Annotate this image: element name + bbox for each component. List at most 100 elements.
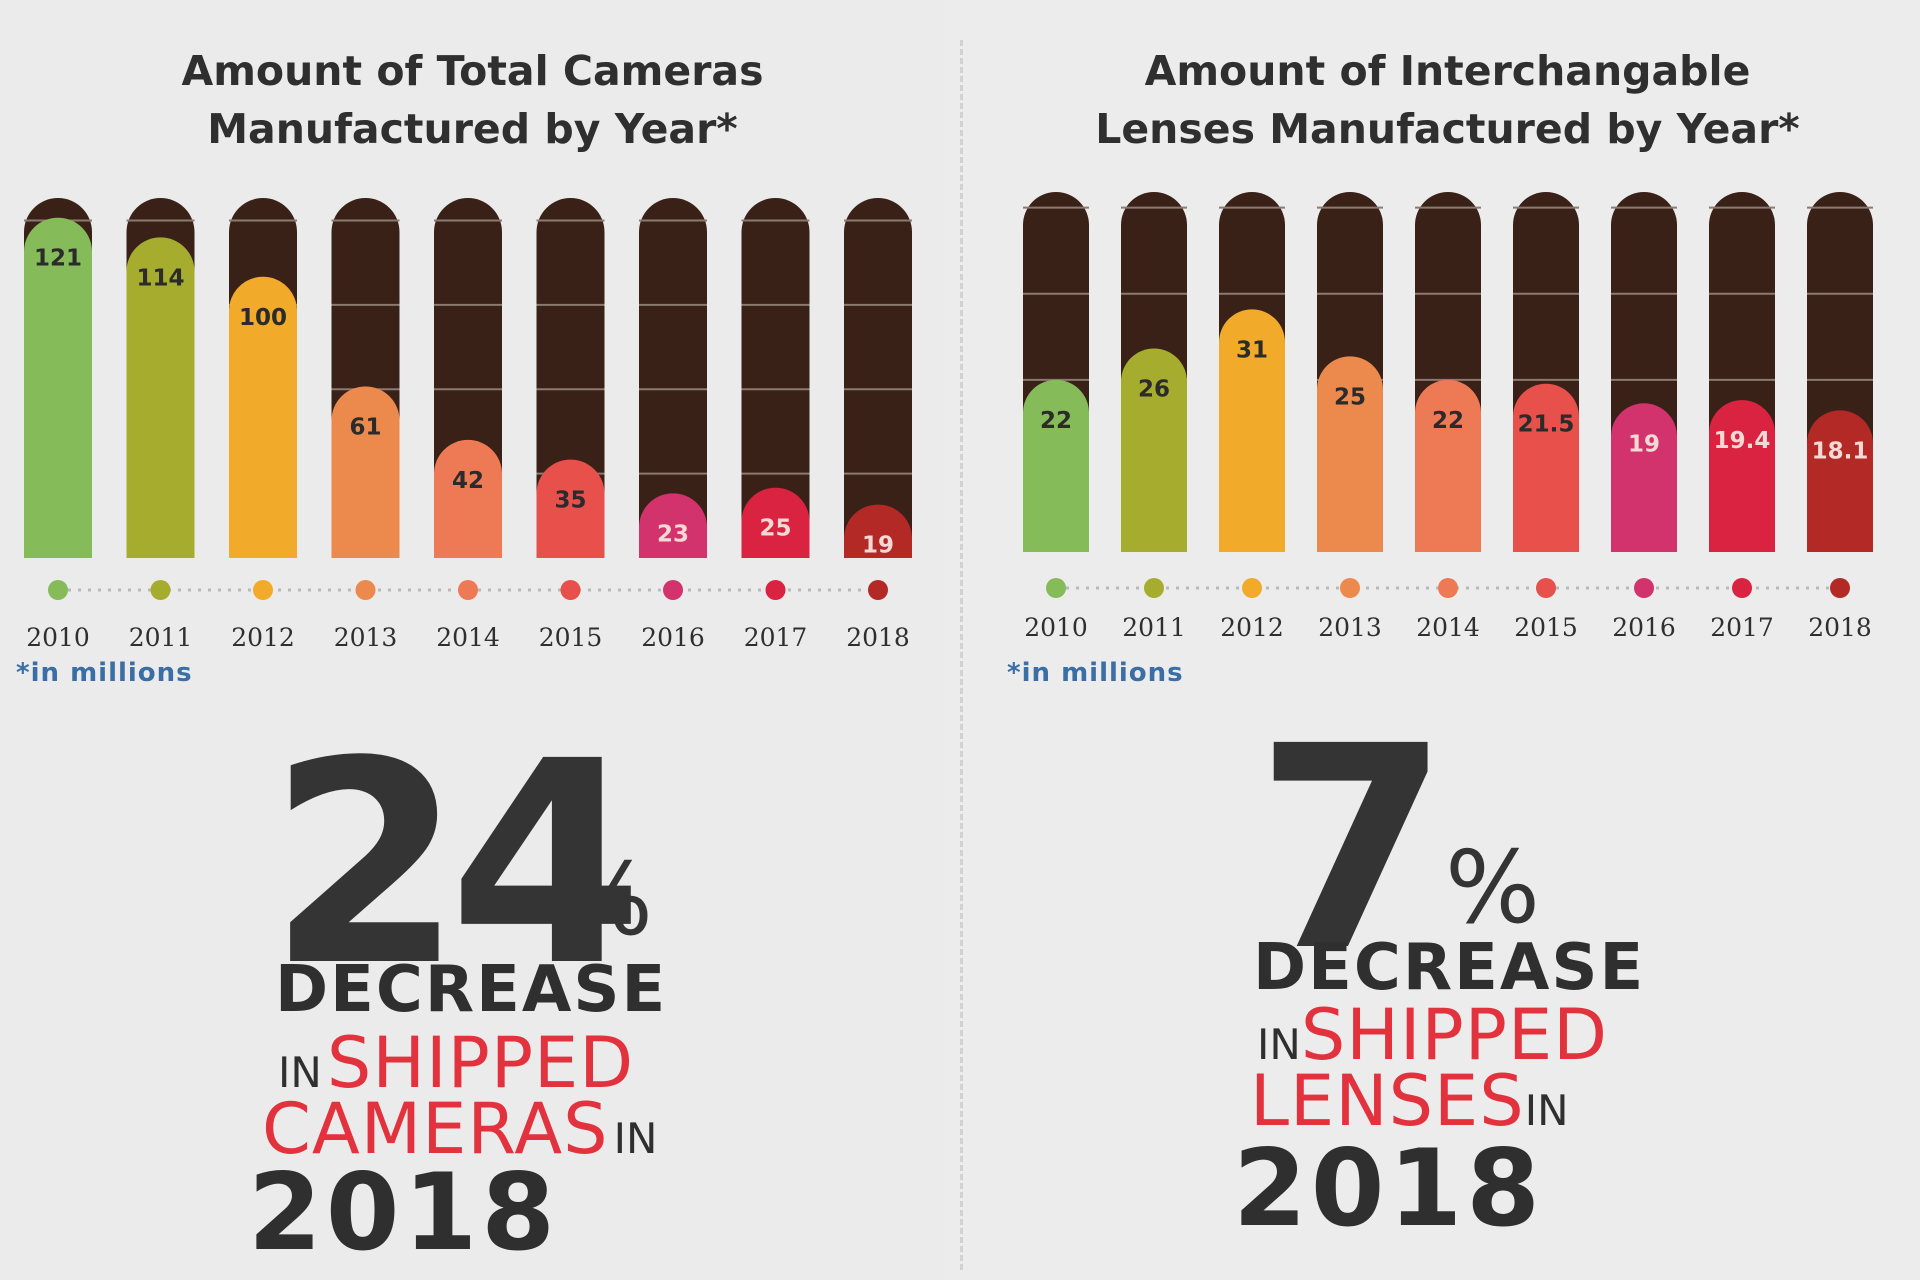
cameras-chart-title: Amount of Total Cameras Manufactured by … [0,42,945,158]
bar-label-2016: 23 [657,521,689,547]
year-label-2010: 2010 [1024,613,1088,642]
lenses-chart-title: Amount of Interchangable Lenses Manufact… [975,42,1920,158]
year-dot-2016 [1634,578,1654,598]
bar-2016 [639,493,707,558]
bar-group-2012: 31 2012 [1219,192,1285,642]
bar-2013 [1317,356,1383,552]
lenses-stat-line2: LENSESIN [1250,1066,1569,1155]
year-label-2015: 2015 [1514,613,1578,642]
bar-2014 [434,439,502,558]
cameras-title-line1: Amount of Total Cameras [181,47,764,95]
year-dot-2018 [1830,578,1850,598]
year-label-2018: 2018 [1808,613,1872,642]
bar-group-2016: 23 2016 [639,198,707,652]
cameras-stat-number: 24 [268,702,644,1028]
bar-label-2013: 25 [1334,384,1366,410]
bar-label-2018: 18.1 [1812,438,1869,464]
year-label-2011: 2011 [129,623,193,652]
bar-track-2017 [741,198,810,558]
year-dot-2018 [868,580,888,600]
bar-label-2015: 21.5 [1518,412,1575,438]
cameras-stat-in2: IN [613,1114,658,1163]
bar-group-2018: 18.1 2018 [1807,192,1873,642]
year-dot-2017 [1732,578,1752,598]
year-label-2012: 2012 [1220,613,1284,642]
year-label-2010: 2010 [26,623,90,652]
bar-2015 [536,459,605,558]
bar-group-2016: 19 2016 [1611,192,1677,642]
year-label-2017: 2017 [1710,613,1774,642]
bar-2017 [1709,400,1775,552]
bar-group-2015: 35 2015 [536,198,605,652]
bar-group-2010: 22 2010 [1023,192,1089,642]
cameras-stat-in1: IN [278,1048,322,1097]
bar-2011 [1121,348,1187,552]
lenses-units-note: *in millions [1007,658,1184,688]
year-label-2012: 2012 [231,623,295,652]
year-dot-2012 [253,580,273,600]
bar-2014 [1415,379,1481,552]
lenses-stat-decrease: DECREASE [1253,931,1646,1005]
lenses-panel: Amount of Interchangable Lenses Manufact… [975,0,1920,1280]
bar-track-2016 [639,198,707,558]
bar-group-2017: 19.4 2017 [1709,192,1775,642]
bar-label-2017: 19.4 [1714,428,1771,454]
bar-label-2012: 31 [1236,337,1268,363]
year-label-2011: 2011 [1122,613,1186,642]
bar-label-2015: 35 [554,488,586,514]
year-dot-2016 [663,580,683,600]
lenses-stat-lenses: LENSES [1250,1060,1525,1142]
bar-group-2014: 42 2014 [434,198,502,652]
bar-track-2018 [844,198,912,558]
year-dot-2010 [48,580,68,600]
bar-2017 [741,487,810,558]
bar-label-2018: 19 [862,533,894,559]
year-label-2013: 2013 [1318,613,1382,642]
year-dot-2013 [1340,578,1360,598]
year-dot-2010 [1046,578,1066,598]
lenses-stat-percent: % [1445,829,1541,946]
lenses-title-line2: Lenses Manufactured by Year* [1095,105,1800,153]
year-label-2018: 2018 [846,623,910,652]
lenses-stat-in1: IN [1257,1020,1301,1069]
bar-group-2013: 61 2013 [331,198,400,652]
lenses-stat-line1: INSHIPPED [1257,1000,1608,1089]
lenses-stat-year: 2018 [1233,1127,1545,1250]
bar-label-2010: 22 [1040,408,1072,434]
year-label-2016: 2016 [1612,613,1676,642]
bar-group-2014: 22 2014 [1415,192,1481,642]
bar-2018 [844,504,912,558]
year-label-2013: 2013 [334,623,398,652]
lenses-title-line1: Amount of Interchangable [1144,47,1751,95]
bar-2016 [1611,403,1677,552]
bar-label-2011: 114 [136,265,184,291]
bar-label-2010: 121 [34,246,82,272]
bar-label-2014: 22 [1432,408,1464,434]
bar-label-2011: 26 [1138,377,1170,403]
year-dot-2011 [150,580,171,600]
year-dot-2014 [1438,578,1458,598]
bar-group-2013: 25 2013 [1317,192,1383,642]
year-label-2014: 2014 [1416,613,1480,642]
year-dot-2017 [765,580,786,600]
year-dot-2014 [458,580,478,600]
bar-label-2012: 100 [239,305,287,331]
bar-2018 [1807,410,1873,552]
cameras-stat-year: 2018 [248,1151,560,1274]
year-dot-2015 [1536,578,1556,598]
year-label-2015: 2015 [539,623,603,652]
cameras-units-note: *in millions [16,658,193,688]
lenses-bar-chart: 22 2010 26 2011 31 2012 25 2013 22 2014 21.5 2015 19… [1023,192,1873,642]
bar-label-2016: 19 [1628,431,1660,457]
cameras-stat-percent: % [558,841,654,958]
bar-2011 [126,237,195,558]
year-dot-2011 [1144,578,1164,598]
lenses-stat-in2: IN [1524,1086,1569,1135]
cameras-stat-line1: IN SHIPPED [278,1028,634,1117]
year-label-2014: 2014 [436,623,500,652]
bar-group-2017: 25 2017 [741,198,810,652]
cameras-stat-cameras: CAMERAS [262,1088,609,1170]
year-dot-2012 [1242,578,1262,598]
bar-2012 [229,276,297,558]
bar-group-2012: 100 2012 [229,198,297,652]
